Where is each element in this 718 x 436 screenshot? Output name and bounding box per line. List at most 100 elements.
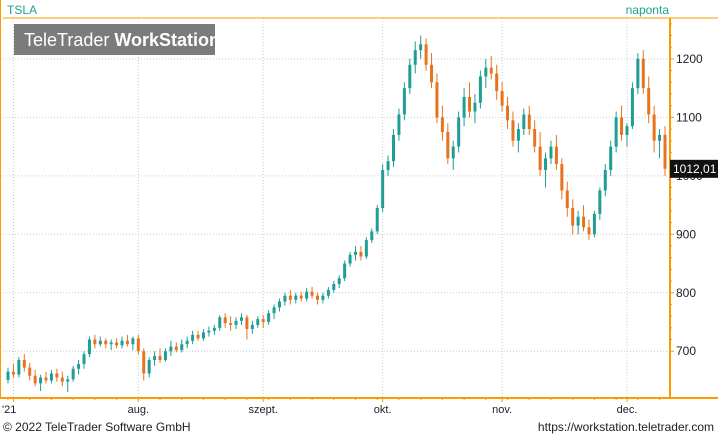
candle-body	[125, 340, 129, 345]
candle	[484, 58, 488, 89]
y-tick-label: 1200	[676, 52, 703, 66]
candle-body	[22, 360, 26, 368]
candle	[17, 357, 21, 378]
candle-body	[516, 129, 520, 141]
candle	[413, 41, 417, 74]
candle	[647, 76, 651, 124]
candle-body	[93, 339, 97, 345]
candle	[343, 260, 347, 282]
period-label[interactable]: naponta	[626, 3, 670, 17]
candle	[66, 375, 70, 393]
candle-body	[174, 346, 178, 351]
candle	[419, 35, 423, 59]
candle	[326, 286, 330, 299]
candle-body	[419, 44, 423, 51]
candle-body	[538, 146, 542, 170]
candle-body	[647, 88, 651, 115]
candle-body	[267, 313, 271, 322]
candle	[174, 342, 178, 353]
candle-body	[549, 146, 553, 159]
copyright-text: © 2022 TeleTrader Software GmbH	[3, 420, 191, 434]
watermark-background	[14, 24, 215, 55]
candle-body	[71, 368, 75, 380]
candle-body	[533, 129, 537, 147]
candle	[294, 292, 298, 304]
source-link[interactable]: https://workstation.teletrader.com	[537, 420, 714, 434]
candle-body	[527, 114, 531, 130]
candle	[527, 105, 531, 135]
candle-body	[630, 88, 634, 127]
y-axis: 700800900100011001200	[670, 23, 703, 358]
candle-body	[451, 146, 455, 159]
candle	[109, 339, 113, 351]
candle	[440, 105, 444, 141]
y-tick-label: 800	[676, 286, 696, 300]
candle	[337, 275, 341, 289]
candle	[587, 219, 591, 241]
candle-body	[560, 164, 564, 191]
candle	[462, 88, 466, 127]
candle-body	[28, 367, 32, 376]
symbol-label[interactable]: TSLA	[7, 3, 37, 17]
candle-body	[201, 332, 205, 339]
candles	[6, 35, 667, 393]
candle-body	[587, 227, 591, 235]
candle-body	[223, 317, 227, 324]
chart-grid	[3, 18, 670, 398]
candle-body	[277, 301, 281, 308]
candle	[560, 158, 564, 200]
candle	[435, 73, 439, 124]
candle-body	[506, 105, 510, 121]
candle	[191, 330, 195, 345]
candle-body	[326, 289, 330, 296]
candle	[93, 334, 97, 349]
candle-body	[582, 216, 586, 228]
x-tick-label: dec.	[617, 404, 638, 416]
candle	[473, 94, 477, 124]
candle-body	[620, 117, 624, 135]
x-tick-label: nov.	[492, 404, 512, 416]
candle	[554, 134, 558, 170]
candle	[614, 111, 618, 153]
candle-body	[565, 190, 569, 208]
candle-body	[104, 340, 108, 345]
candle-body	[196, 334, 200, 339]
candle-body	[158, 355, 162, 360]
x-tick-label: okt.	[374, 404, 392, 416]
candle-body	[364, 240, 368, 257]
candle	[180, 339, 184, 353]
candle	[28, 362, 32, 381]
candle	[142, 348, 146, 381]
candle-body	[261, 319, 265, 322]
candle-body	[109, 342, 113, 345]
candle	[544, 152, 548, 188]
candle-body	[180, 344, 184, 351]
candle	[158, 348, 162, 363]
candle	[571, 199, 575, 235]
candle	[446, 123, 450, 165]
candle	[359, 246, 363, 261]
candle-body	[120, 340, 124, 346]
candle	[169, 340, 173, 356]
candle-body	[468, 96, 472, 112]
y-tick-label: 700	[676, 344, 696, 358]
candle	[565, 181, 569, 217]
candle	[277, 298, 281, 312]
x-tick-label: '21	[2, 404, 16, 416]
candle	[424, 38, 428, 71]
candle	[430, 53, 434, 89]
candle	[506, 96, 510, 130]
candle-body	[397, 114, 401, 135]
candle-body	[250, 324, 254, 330]
watermark-product: WorkStation	[114, 30, 220, 50]
candle-body	[229, 323, 233, 325]
candle	[218, 314, 222, 331]
candle-body	[207, 330, 211, 333]
candle-body	[256, 319, 260, 325]
last-price-box	[670, 159, 718, 178]
candle-body	[641, 58, 645, 89]
candle	[402, 82, 406, 121]
candle-body	[299, 295, 303, 299]
candle	[370, 228, 374, 244]
candle	[592, 210, 596, 238]
